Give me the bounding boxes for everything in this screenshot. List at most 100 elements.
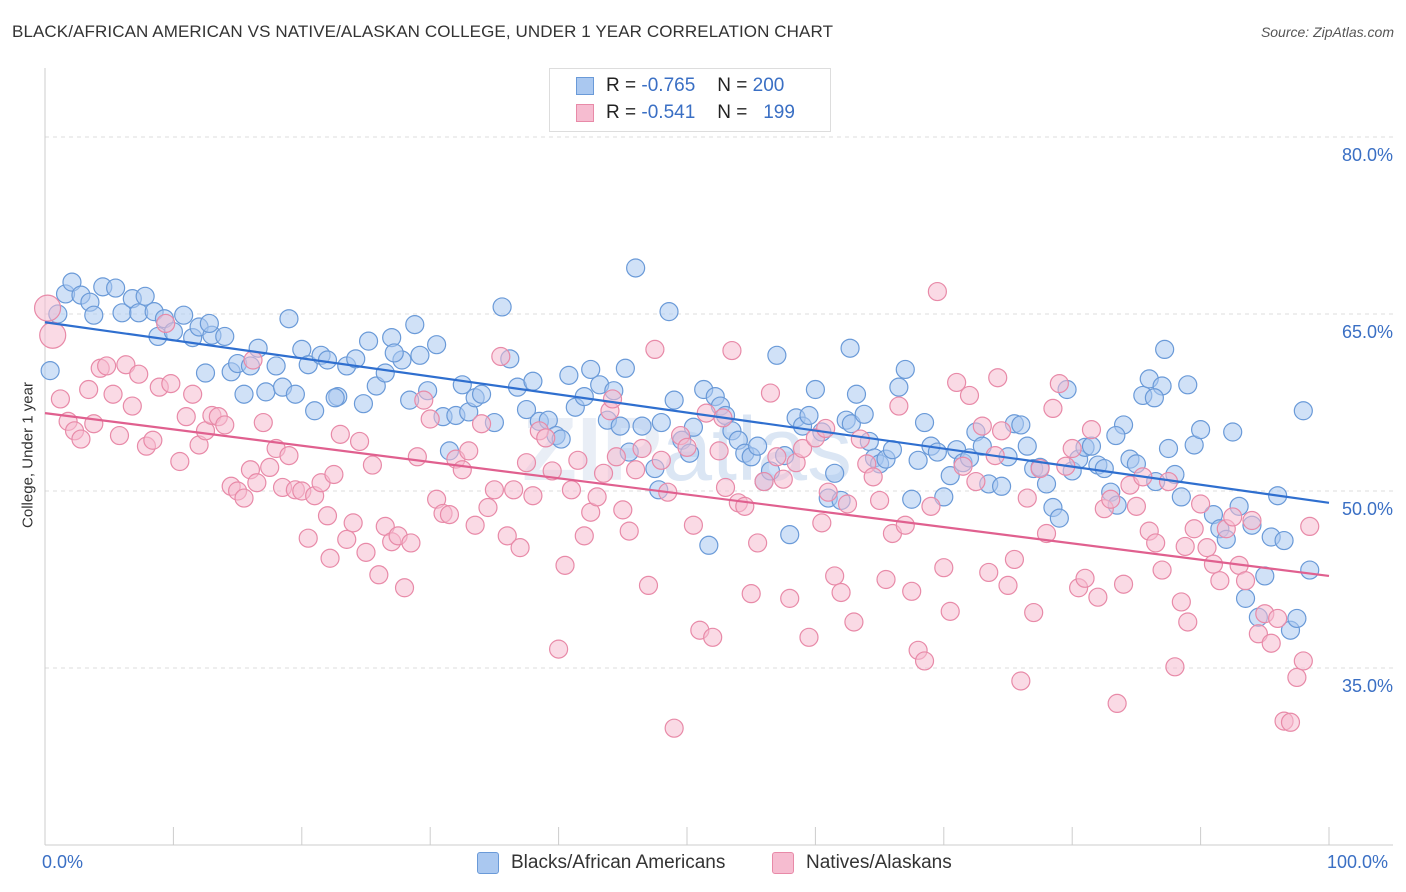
data-point-pink xyxy=(934,558,954,578)
data-point-pink xyxy=(568,450,588,470)
data-point-blue xyxy=(854,404,874,424)
data-point-pink xyxy=(343,513,363,533)
data-point-pink xyxy=(414,390,434,410)
data-point-pink xyxy=(548,639,569,659)
data-point-blue xyxy=(1011,415,1031,435)
data-point-pink xyxy=(799,627,819,647)
data-point-pink xyxy=(129,364,149,384)
data-point-pink xyxy=(1242,510,1262,531)
legend-n-value-pink: 199 xyxy=(763,102,795,123)
data-point-pink xyxy=(953,456,973,476)
data-point-pink xyxy=(320,548,340,568)
data-point-pink xyxy=(1280,712,1301,732)
data-point-pink xyxy=(816,418,836,439)
data-point-pink xyxy=(863,467,883,487)
y-tick-label: 65.0% xyxy=(1341,322,1393,342)
data-point-pink xyxy=(914,651,935,671)
data-point-blue xyxy=(934,487,954,507)
data-point-blue xyxy=(1235,588,1256,608)
data-point-pink xyxy=(587,487,607,507)
data-point-blue xyxy=(908,450,928,470)
data-point-blue xyxy=(1155,339,1175,359)
data-point-pink xyxy=(921,496,941,516)
data-point-blue xyxy=(305,401,325,421)
data-point-pink xyxy=(837,494,858,514)
data-point-pink xyxy=(71,429,91,449)
data-point-pink xyxy=(33,294,62,322)
data-point-blue xyxy=(384,343,404,363)
data-point-pink xyxy=(356,542,376,562)
data-point-pink xyxy=(478,497,498,518)
data-point-pink xyxy=(234,488,254,508)
data-point-pink xyxy=(170,451,190,472)
data-point-blue xyxy=(825,463,845,483)
data-point-pink xyxy=(613,500,633,520)
data-point-blue xyxy=(1106,425,1126,446)
data-point-pink xyxy=(1235,571,1256,591)
data-point-pink xyxy=(1261,633,1281,653)
data-point-pink xyxy=(1165,657,1185,677)
data-point-pink xyxy=(1075,568,1095,588)
data-point-blue xyxy=(626,258,646,278)
data-point-blue xyxy=(427,335,447,355)
y-tick-label: 35.0% xyxy=(1341,676,1393,696)
legend-n-label: N = xyxy=(717,102,748,123)
data-point-pink xyxy=(966,471,986,492)
data-point-blue xyxy=(659,302,679,322)
data-point-blue xyxy=(199,313,219,334)
legend-r-value-blue: -0.765 xyxy=(641,75,696,96)
data-point-pink xyxy=(722,340,742,361)
data-point-pink xyxy=(215,415,235,435)
data-point-pink xyxy=(812,513,832,533)
data-point-blue xyxy=(840,338,860,358)
data-point-pink xyxy=(602,389,623,409)
trend-lines xyxy=(44,321,1330,578)
bottom-legend-swatch-pink xyxy=(772,852,794,874)
data-point-pink xyxy=(459,441,479,461)
data-point-pink xyxy=(39,321,67,349)
data-point-blue xyxy=(1287,608,1307,629)
legend-r-label: R = xyxy=(606,102,637,123)
data-point-pink xyxy=(161,374,181,394)
data-point-blue xyxy=(940,466,960,486)
data-point-pink xyxy=(683,515,704,535)
y-axis-label: College, Under 1 year xyxy=(19,382,37,528)
data-point-blue xyxy=(889,377,909,397)
data-point-pink xyxy=(561,480,582,500)
data-point-pink xyxy=(484,480,504,500)
data-point-pink xyxy=(497,526,517,546)
data-point-blue xyxy=(285,384,305,404)
data-point-pink xyxy=(991,421,1012,441)
data-point-pink xyxy=(1293,651,1313,671)
data-point-pink xyxy=(895,515,915,535)
data-point-pink xyxy=(279,446,299,466)
data-point-blue xyxy=(1274,530,1294,551)
data-point-pink xyxy=(1184,519,1204,539)
data-point-pink xyxy=(1178,612,1198,632)
data-point-pink xyxy=(369,565,389,585)
data-point-pink xyxy=(979,562,999,583)
data-point-blue xyxy=(664,390,684,410)
data-point-blue xyxy=(215,326,235,347)
data-point-pink xyxy=(626,460,646,480)
data-point-blue xyxy=(748,436,768,456)
data-point-pink xyxy=(773,469,793,489)
data-point-blue xyxy=(346,349,366,369)
data-point-pink xyxy=(825,566,845,586)
data-point-blue xyxy=(799,405,819,426)
data-point-pink xyxy=(959,385,980,406)
data-point-blue xyxy=(1171,487,1191,507)
data-point-blue xyxy=(699,535,719,555)
data-point-pink xyxy=(1004,549,1025,570)
data-point-pink xyxy=(1223,507,1243,527)
data-point-blue xyxy=(195,363,216,383)
data-point-blue xyxy=(846,384,867,404)
data-point-pink xyxy=(516,453,537,473)
data-point-blue xyxy=(523,371,543,391)
data-point-pink xyxy=(260,457,280,477)
data-point-pink xyxy=(1011,671,1031,691)
data-point-blue xyxy=(610,416,630,436)
data-point-pink xyxy=(79,379,99,400)
data-point-pink xyxy=(337,529,357,549)
